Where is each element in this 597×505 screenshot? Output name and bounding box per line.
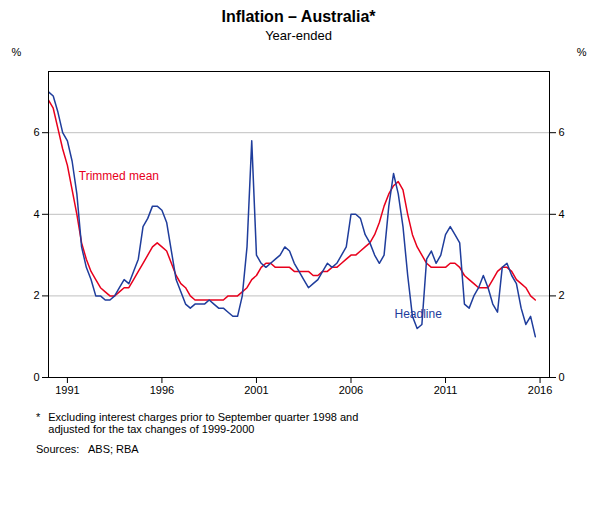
html-text:Sources: ABS; RBA: Sources: ABS; RBA (36, 443, 139, 455)
svg-text:4: 4 (559, 208, 565, 220)
svg-text:2011: 2011 (434, 384, 458, 396)
svg-text:2006: 2006 (339, 384, 363, 396)
html-text:Excluding interest charges pri: Excluding interest charges prior to Sept… (48, 411, 359, 435)
svg-text:6: 6 (33, 126, 39, 138)
html-text:Year-ended: Year-ended (265, 28, 332, 43)
svg-text:2: 2 (559, 289, 565, 301)
svg-text:0: 0 (559, 371, 565, 383)
svg-text:2016: 2016 (528, 384, 552, 396)
svg-text:Trimmed mean: Trimmed mean (79, 169, 159, 183)
svg-text:2001: 2001 (244, 384, 268, 396)
html-text:Inflation – Australia*: Inflation – Australia* (221, 8, 376, 25)
svg-text:Headline: Headline (394, 307, 442, 321)
svg-text:1991: 1991 (55, 384, 79, 396)
svg-text:1996: 1996 (150, 384, 174, 396)
svg-text:%: % (12, 46, 22, 58)
svg-text:%: % (577, 46, 587, 58)
svg-text:6: 6 (559, 126, 565, 138)
svg-text:4: 4 (33, 208, 39, 220)
svg-text:0: 0 (33, 371, 39, 383)
svg-text:2: 2 (33, 289, 39, 301)
